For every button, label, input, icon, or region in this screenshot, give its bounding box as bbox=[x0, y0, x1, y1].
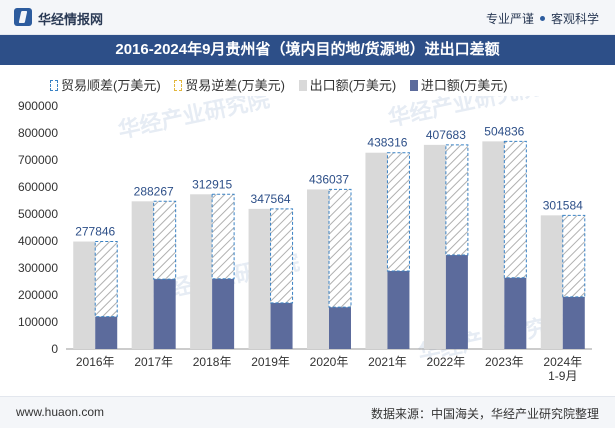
export-bar bbox=[131, 201, 154, 349]
y-tick-label: 100000 bbox=[18, 315, 58, 329]
chart-title: 2016-2024年9月贵州省（境内目的地/货源地）进出口差额 bbox=[115, 41, 500, 58]
import-bar bbox=[387, 270, 410, 349]
surplus-value-label: 312915 bbox=[192, 177, 232, 191]
surplus-bar bbox=[562, 214, 586, 298]
surplus-bar bbox=[270, 208, 294, 304]
x-tick-label: 2019年 bbox=[251, 355, 290, 369]
import-bar bbox=[270, 302, 293, 349]
x-tick-label: 2017年 bbox=[134, 355, 173, 369]
export-bar bbox=[248, 208, 271, 349]
surplus-bar bbox=[211, 193, 235, 280]
surplus-value-label: 277846 bbox=[75, 225, 115, 239]
header-bar: 华经情报网 专业严谨 客观科学 bbox=[0, 0, 615, 35]
surplus-bar bbox=[445, 144, 469, 256]
y-tick-label: 500000 bbox=[18, 207, 58, 221]
x-tick-label: 2016年 bbox=[76, 355, 115, 369]
surplus-bar bbox=[94, 241, 118, 318]
chart-legend: 贸易顺差(万美元) 贸易逆差(万美元) 出口额(万美元) 进口额(万美元) bbox=[50, 75, 518, 93]
slogan-right: 客观科学 bbox=[550, 12, 599, 26]
surplus-bar bbox=[386, 152, 410, 272]
y-tick-label: 300000 bbox=[18, 261, 58, 275]
export-bar bbox=[190, 194, 213, 349]
surplus-bar bbox=[328, 188, 352, 308]
legend-label-deficit: 贸易逆差(万美元) bbox=[185, 78, 285, 93]
export-bar bbox=[540, 215, 563, 349]
export-bar bbox=[482, 141, 505, 349]
x-tick-label: 2024年 bbox=[543, 355, 582, 369]
surplus-value-label: 347564 bbox=[251, 192, 291, 206]
y-tick-label: 200000 bbox=[18, 288, 58, 302]
y-tick-label: 700000 bbox=[18, 153, 58, 167]
separator-dot-icon bbox=[539, 16, 545, 21]
y-tick-label: 0 bbox=[51, 342, 58, 356]
surplus-bar bbox=[153, 200, 177, 280]
legend-swatch-surplus bbox=[50, 80, 58, 91]
legend-swatch-import bbox=[409, 80, 418, 91]
x-tick-label: 2020年 bbox=[310, 355, 349, 369]
export-bar bbox=[423, 144, 446, 349]
legend-label-surplus: 贸易顺差(万美元) bbox=[61, 78, 161, 93]
import-bar bbox=[95, 316, 118, 349]
surplus-value-label: 436037 bbox=[309, 172, 349, 186]
bar-chart: 华经产业研究院华经产业研究院华经产业研究院华经产业研究院010000020000… bbox=[18, 96, 592, 383]
import-bar bbox=[445, 255, 468, 349]
import-bar bbox=[562, 296, 585, 349]
import-bar bbox=[504, 277, 527, 349]
surplus-value-label: 301584 bbox=[543, 198, 583, 212]
footer-source: 数据来源：中国海关，华经产业研究院整理 bbox=[370, 407, 599, 421]
surplus-value-label: 438316 bbox=[367, 136, 407, 150]
surplus-value-label: 504836 bbox=[484, 124, 524, 138]
title-bar: 2016-2024年9月贵州省（境内目的地/货源地）进出口差额 bbox=[0, 35, 615, 65]
x-tick-label: 2021年 bbox=[368, 355, 407, 369]
legend-item-deficit: 贸易逆差(万美元) bbox=[174, 75, 285, 94]
brand-name: 华经情报网 bbox=[38, 12, 104, 27]
legend-item-surplus: 贸易顺差(万美元) bbox=[50, 75, 161, 94]
export-bar bbox=[365, 152, 388, 349]
import-bar bbox=[153, 279, 176, 349]
legend-swatch-deficit bbox=[174, 80, 183, 91]
slogan: 专业严谨 客观科学 bbox=[486, 10, 599, 27]
footer-website: www.huaon.com bbox=[16, 405, 105, 419]
import-bar bbox=[329, 307, 351, 349]
import-bar bbox=[212, 278, 235, 349]
y-tick-label: 800000 bbox=[18, 126, 58, 140]
x-tick-label: 2022年 bbox=[427, 355, 466, 369]
x-tick-label: 2018年 bbox=[193, 355, 232, 369]
watermark-text: 华经产业研究院 bbox=[116, 96, 272, 143]
surplus-value-label: 407683 bbox=[426, 128, 466, 142]
legend-item-export: 出口额(万美元) bbox=[298, 75, 397, 94]
brand-logo-icon bbox=[14, 8, 32, 26]
export-bar bbox=[307, 189, 329, 349]
surplus-value-label: 288267 bbox=[134, 184, 174, 198]
x-tick-label: 1-9月 bbox=[548, 369, 577, 383]
footer-bar: www.huaon.com 数据来源：中国海关，华经产业研究院整理 bbox=[0, 396, 615, 428]
legend-label-import: 进口额(万美元) bbox=[420, 78, 508, 93]
surplus-bar bbox=[503, 140, 527, 279]
slogan-left: 专业严谨 bbox=[485, 12, 534, 26]
y-tick-label: 400000 bbox=[18, 234, 58, 248]
y-tick-label: 600000 bbox=[18, 180, 58, 194]
legend-label-export: 出口额(万美元) bbox=[309, 78, 397, 93]
legend-item-import: 进口额(万美元) bbox=[409, 75, 508, 94]
legend-swatch-export bbox=[298, 80, 307, 91]
x-tick-label: 2023年 bbox=[485, 355, 524, 369]
export-bar bbox=[73, 241, 96, 349]
y-tick-label: 900000 bbox=[18, 99, 58, 113]
